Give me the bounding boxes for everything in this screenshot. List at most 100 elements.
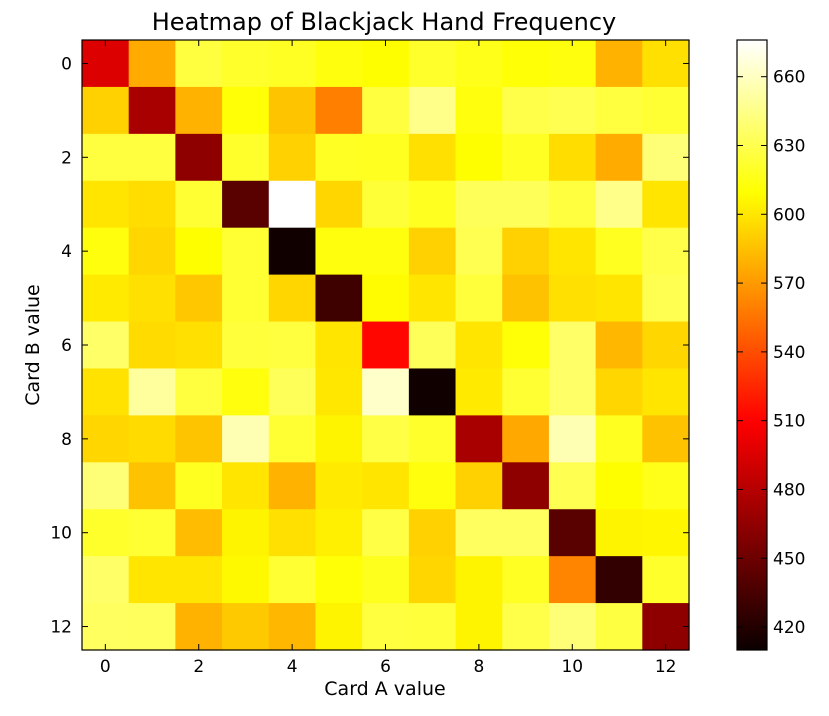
- heatmap-cell: [82, 509, 130, 557]
- heatmap-cell: [502, 321, 550, 370]
- heatmap-cell: [268, 368, 317, 416]
- heatmap-cell: [222, 86, 270, 135]
- heatmap-cell: [642, 321, 690, 370]
- heatmap-cell: [82, 86, 130, 135]
- heatmap-cell: [642, 603, 690, 651]
- heatmap-cell: [362, 462, 410, 510]
- heatmap-cell: [642, 415, 690, 463]
- heatmap-cell: [315, 509, 363, 557]
- heatmap-cell: [455, 133, 503, 182]
- heatmap-cell: [595, 133, 643, 182]
- heatmap-cell: [502, 227, 550, 276]
- heatmap-cell: [455, 368, 503, 416]
- heatmap-cell: [455, 556, 503, 604]
- x-tick-label: 0: [100, 657, 111, 677]
- colorbar-tick-label: 540: [773, 343, 805, 363]
- heatmap-cell: [222, 509, 270, 557]
- heatmap-cell: [548, 274, 597, 323]
- heatmap-cell: [222, 40, 270, 88]
- heatmap-cell: [128, 133, 176, 182]
- heatmap-cell: [362, 368, 410, 416]
- heatmap-cell: [642, 86, 690, 135]
- heatmap-cell: [175, 133, 223, 182]
- chart-title: Heatmap of Blackjack Hand Frequency: [152, 8, 616, 36]
- heatmap-cell: [128, 509, 176, 557]
- heatmap-cell: [408, 556, 457, 604]
- colorbar-tick-label: 630: [773, 136, 805, 156]
- heatmap-cell: [455, 227, 503, 276]
- heatmap-cell: [408, 509, 457, 557]
- heatmap-cell: [315, 133, 363, 182]
- heatmap-cell: [408, 180, 457, 229]
- heatmap-cell: [175, 603, 223, 651]
- colorbar-axis: 420 450 480 510 540 570 600 630 660: [737, 68, 805, 638]
- heatmap-cell: [268, 415, 317, 463]
- heatmap-cell: [455, 415, 503, 463]
- heatmap-cell: [268, 603, 317, 651]
- heatmap-cell: [315, 603, 363, 651]
- heatmap-cell: [455, 180, 503, 229]
- x-tick-label: 6: [380, 657, 391, 677]
- heatmap-cell: [175, 321, 223, 370]
- heatmap-cell: [408, 40, 457, 88]
- heatmap-cell: [642, 556, 690, 604]
- heatmap-cell: [362, 86, 410, 135]
- colorbar-tick-label: 600: [773, 205, 805, 225]
- heatmap-cell: [82, 368, 130, 416]
- heatmap-cell: [175, 556, 223, 604]
- heatmap-cell: [82, 415, 130, 463]
- heatmap-cell: [502, 368, 550, 416]
- colorbar-tick-label: 570: [773, 274, 805, 294]
- heatmap-cell: [175, 462, 223, 510]
- heatmap-cell: [128, 415, 176, 463]
- heatmap-cell: [455, 462, 503, 510]
- heatmap-cell: [315, 227, 363, 276]
- heatmap-cell: [82, 556, 130, 604]
- heatmap-cell: [268, 40, 317, 88]
- heatmap-cell: [595, 462, 643, 510]
- heatmap-cell: [502, 509, 550, 557]
- heatmap-cell: [502, 86, 550, 135]
- y-tick-label: 2: [61, 148, 72, 168]
- heatmap-cell: [548, 180, 597, 229]
- heatmap-cell: [315, 180, 363, 229]
- heatmap-cell: [222, 133, 270, 182]
- heatmap-cell: [175, 227, 223, 276]
- heatmap-cell: [362, 40, 410, 88]
- heatmap-cell: [82, 40, 130, 88]
- heatmap-cell: [595, 86, 643, 135]
- heatmap-cell: [362, 274, 410, 323]
- heatmap-cell: [408, 86, 457, 135]
- heatmap-cell: [642, 40, 690, 88]
- heatmap-cell: [82, 180, 130, 229]
- y-tick-label: 0: [61, 54, 72, 74]
- heatmap-cell: [642, 462, 690, 510]
- heatmap-cell: [595, 415, 643, 463]
- heatmap-cell: [408, 133, 457, 182]
- heatmap-cell: [502, 556, 550, 604]
- heatmap-cell: [268, 556, 317, 604]
- colorbar-tick-label: 420: [773, 618, 805, 638]
- x-tick-label: 2: [193, 657, 204, 677]
- colorbar-tick-label: 480: [773, 480, 805, 500]
- heatmap-cell: [455, 274, 503, 323]
- heatmap-cell: [455, 40, 503, 88]
- heatmap-cell: [175, 368, 223, 416]
- heatmap-cell: [642, 509, 690, 557]
- heatmap-cell: [128, 274, 176, 323]
- heatmap-cell: [595, 227, 643, 276]
- heatmap-cell: [82, 462, 130, 510]
- heatmap-cell: [175, 86, 223, 135]
- heatmap-cell: [455, 509, 503, 557]
- heatmap-cell: [362, 180, 410, 229]
- heatmap-cell: [362, 321, 410, 370]
- heatmap-cell: [642, 368, 690, 416]
- heatmap-cell: [82, 133, 130, 182]
- heatmap-cell: [315, 274, 363, 323]
- heatmap-cell: [595, 321, 643, 370]
- heatmap-cell: [548, 368, 597, 416]
- heatmap-cell: [642, 133, 690, 182]
- heatmap-cell: [268, 321, 317, 370]
- heatmap-cell: [408, 462, 457, 510]
